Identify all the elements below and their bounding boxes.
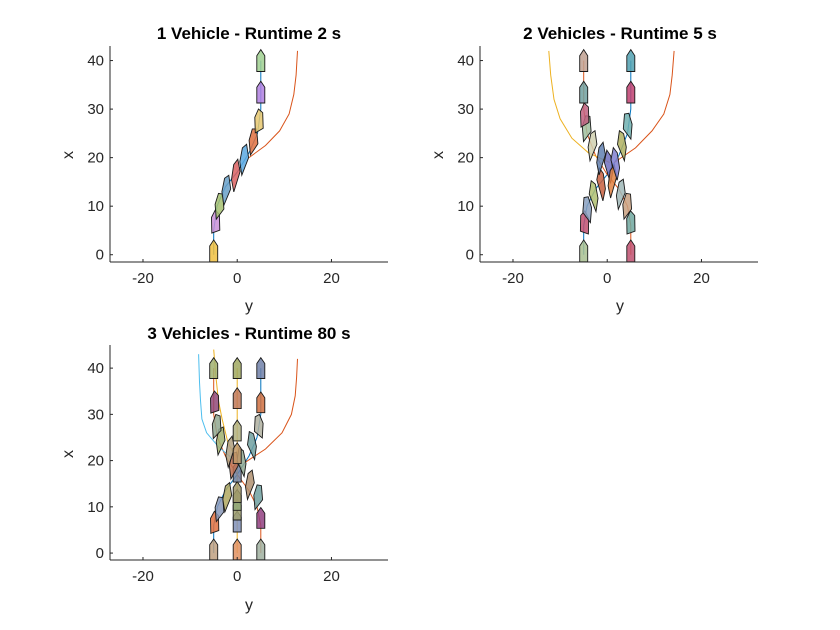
subplot-2-vehicle-19 [617,129,627,163]
subplot-2-y-tick-label-2: 10 [457,198,474,215]
subplot-3-x-tick-label-3: 20 [323,568,340,585]
subplot-2-vehicle-21 [626,80,636,104]
subplot-3-vehicle-24 [256,391,266,414]
subplot-1: 1 Vehicle - Runtime 2 s y x -20 0 20 0 10 20 3… [60,24,388,315]
subplot-3-vehicle-3 [214,496,225,523]
subplot-3-vehicle-26 [232,442,242,465]
subplot-2-vehicle-14 [587,129,598,163]
subplot-2-vehicle-18 [579,48,589,72]
subplot-2-vehicle-8 [626,210,636,235]
subplot-3-vehicle-27 [232,419,242,442]
subplot-2-vehicle-22 [626,48,636,72]
subplot-1-x-tick-label-2: 0 [233,270,241,287]
subplot-2-y-axis-label: x [430,151,447,159]
subplot-1-title: 1 Vehicle - Runtime 2 s [157,24,341,43]
subplot-2-y-tick-label-3: 20 [457,150,474,167]
subplot-2-vehicle-20 [622,112,633,141]
subplot-3-y-tick-label-5: 40 [87,360,104,377]
subplot-2-y-tick-label-4: 30 [457,101,474,118]
subplot-3-vehicle-25 [256,356,266,379]
subplot-1-y-tick-label-5: 40 [87,53,104,70]
subplot-1-vehicle-8 [254,108,264,134]
subplot-2-vehicle-13 [596,141,606,176]
subplot-3-vehicle-20 [210,390,220,414]
subplot-1-vehicle-3 [214,192,225,221]
subplot-2-vehicle-16 [580,102,590,128]
subplot-3: 3 Vehicles - Runtime 80 s y x -20 0 20 0 10 2… [60,324,388,614]
subplot-3-y-tick-label-1: 0 [96,545,104,562]
subplot-3-y-tick-label-3: 20 [87,453,104,470]
subplot-3-vehicle-19 [211,413,222,440]
subplot-3-vehicle-22 [247,430,257,462]
subplot-3-vehicle-13 [245,469,255,502]
subplot-2-vehicle-17 [579,80,589,104]
subplot-3-x-tick-label-1: -20 [132,568,154,585]
subplot-3-trajectory-4 [244,358,298,464]
subplot-3-vehicle-9 [232,480,242,503]
subplot-3-x-tick-label-2: 0 [233,568,241,585]
subplot-3-vehicle-12 [253,484,264,511]
subplot-3-vehicle-23 [253,413,264,439]
subplot-2-vehicle-3 [582,196,593,224]
subplot-2-x-tick-label-2: 0 [603,270,611,287]
subplot-2-vehicle-10 [615,178,626,211]
subplot-2-vehicle-9 [622,192,633,221]
subplot-1-x-tick-label-3: 20 [323,270,340,287]
subplot-2-y-tick-label-1: 0 [466,247,474,264]
subplot-3-y-axis-label: x [60,450,77,458]
subplot-2-trajectory-3 [614,50,675,163]
subplot-1-y-tick-label-3: 20 [87,150,104,167]
subplot-3-vehicle-11 [256,506,266,529]
subplot-1-vehicle-4 [221,174,232,208]
subplot-1-vehicle-5 [231,158,241,193]
subplot-1-y-tick-label-2: 10 [87,198,104,215]
subplot-2-title: 2 Vehicles - Runtime 5 s [523,24,717,43]
subplot-1-x-tick-label-1: -20 [132,270,154,287]
subplot-3-y-tick-label-2: 10 [87,499,104,516]
subplot-3-vehicle-29 [232,356,242,379]
subplot-3-y-tick-label-4: 30 [87,406,104,423]
subplot-1-y-tick-label-4: 30 [87,101,104,118]
subplot-3-vehicle-4 [222,481,233,514]
subplot-3-vehicle-21 [209,356,219,379]
subplot-3-vehicle-28 [232,387,242,410]
subplot-2-x-tick-label-1: -20 [502,270,524,287]
subplot-2-y-tick-label-5: 40 [457,53,474,70]
subplot-2-vehicle-4 [588,179,599,214]
subplot-3-x-axis-label: y [245,597,253,614]
subplot-1-vehicle-10 [256,48,266,72]
subplot-1-y-tick-label-1: 0 [96,247,104,264]
subplot-1-x-axis-label: y [245,298,253,315]
subplot-1-vehicle-6 [239,143,250,177]
subplot-3-title: 3 Vehicles - Runtime 80 s [147,324,350,343]
subplot-2-trajectory-4 [548,50,610,163]
subplot-1-trajectory-2 [248,50,298,159]
subplot-2-vehicle-12 [610,146,621,181]
subplot-1-vehicle-7 [248,128,259,157]
subplot-2-x-axis-label: y [616,298,624,315]
subplot-1-vehicle-9 [256,80,266,104]
subplot-1-y-axis-label: x [60,151,77,159]
subplot-2: 2 Vehicles - Runtime 5 s y x -20 0 20 0 10 20… [430,24,758,315]
subplot-2-x-tick-label-3: 20 [693,270,710,287]
